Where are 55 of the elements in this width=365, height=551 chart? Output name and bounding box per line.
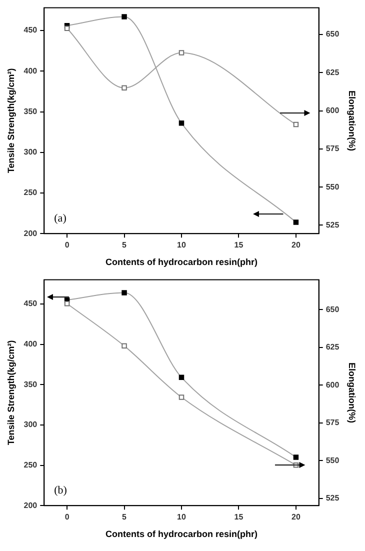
point <box>293 220 299 225</box>
x-tick-label: 5 <box>122 240 128 250</box>
x-tick-label: 15 <box>234 512 244 522</box>
point <box>64 301 70 306</box>
point <box>178 120 184 126</box>
point <box>122 343 127 349</box>
point <box>122 85 127 91</box>
y-tick-label: 300 <box>24 148 38 157</box>
y2-axis-title: Elongation(%) <box>347 90 358 151</box>
y2-tick-label: 625 <box>326 68 340 77</box>
y2-tick-label: 625 <box>326 342 340 352</box>
x-tick-label: 20 <box>292 512 301 522</box>
y2-tick-label: 600 <box>326 380 340 390</box>
x-tick-label: 0 <box>64 512 70 522</box>
y2-tick-label: 525 <box>326 220 340 230</box>
y2-tick-label: 550 <box>326 456 340 465</box>
x-axis-title: Contents of hydrocarbon resin(phr) <box>105 529 258 540</box>
y2-tick-label: 600 <box>326 106 340 115</box>
y2-tick-label: 650 <box>326 304 340 314</box>
point <box>64 26 70 32</box>
x-axis-title: Contents of hydrocarbon resin(phr) <box>105 257 258 268</box>
point <box>122 14 127 20</box>
x-tick-label: 20 <box>292 240 301 250</box>
x-tick-label: 10 <box>177 240 186 250</box>
y2-tick-label: 575 <box>326 418 340 428</box>
y-tick-label: 300 <box>24 420 38 430</box>
point <box>293 454 299 460</box>
y-axis-title: Tensile Strength(kg/cm²) <box>6 68 16 174</box>
x-tick-label: 0 <box>64 240 70 250</box>
y-tick-label: 350 <box>24 380 38 389</box>
y-tick-label: 200 <box>24 500 38 510</box>
y-tick-label: 250 <box>24 460 38 470</box>
y-tick-label: 400 <box>24 66 38 76</box>
y2-tick-label: 575 <box>326 144 340 154</box>
point <box>122 290 127 296</box>
annotation: (a) <box>54 212 67 225</box>
y-tick-label: 350 <box>24 106 38 116</box>
y2-tick-label: 525 <box>326 494 340 503</box>
y2-axis-title: Elongation(%) <box>347 362 358 423</box>
point <box>293 122 299 128</box>
x-tick-label: 5 <box>122 512 128 522</box>
y-tick-label: 450 <box>24 299 38 308</box>
point <box>178 374 184 380</box>
x-tick-label: 10 <box>177 512 186 522</box>
annotation: (b) <box>54 484 68 497</box>
point <box>178 394 184 400</box>
y-axis-title: Tensile Strength(kg/cm²) <box>6 340 16 446</box>
y-tick-label: 450 <box>24 26 38 35</box>
y2-tick-label: 650 <box>326 30 340 39</box>
y2-tick-label: 550 <box>326 182 340 192</box>
y-tick-label: 400 <box>24 340 38 349</box>
y-tick-label: 200 <box>24 228 38 238</box>
y-tick-label: 250 <box>24 188 38 198</box>
x-tick-label: 15 <box>234 240 244 250</box>
point <box>178 50 184 56</box>
